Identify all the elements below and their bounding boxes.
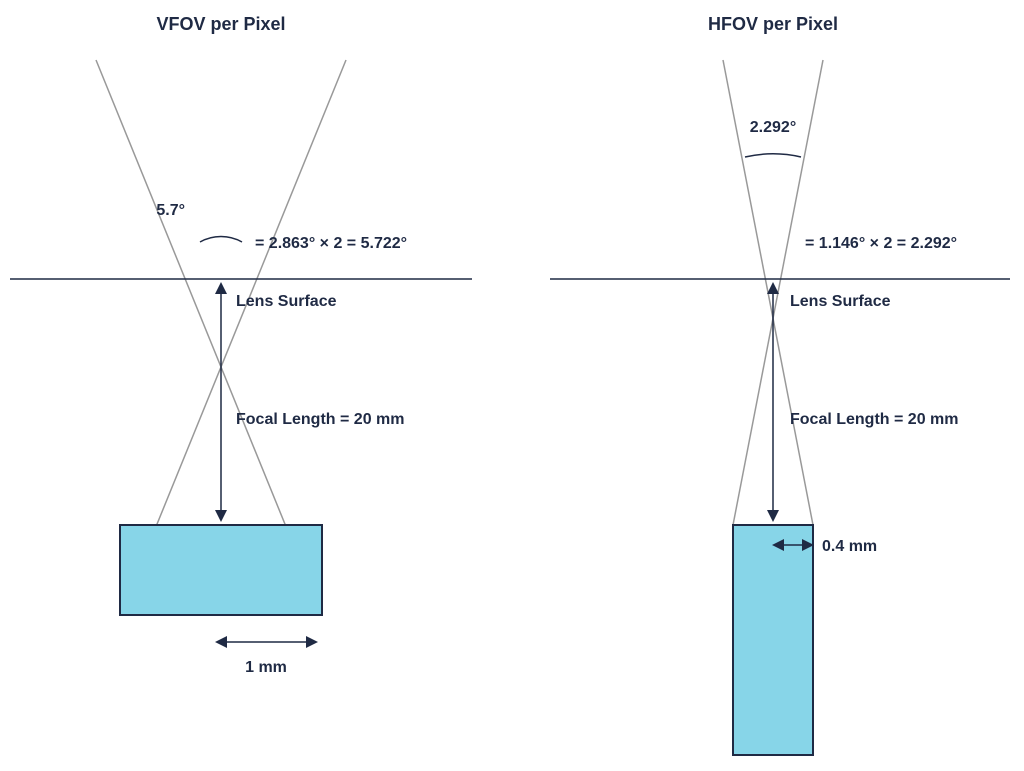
left-sensor-dim-label: 1 mm	[245, 659, 287, 676]
right-angle-label: 2.292°	[750, 119, 796, 136]
left-sensor	[120, 525, 322, 615]
right-sensor	[733, 525, 813, 755]
vfov-title: VFOV per Pixel	[156, 14, 285, 34]
right-focal-label: Focal Length = 20 mm	[790, 411, 958, 428]
left-angle-arc	[200, 237, 242, 242]
left-focal-label: Focal Length = 20 mm	[236, 411, 404, 428]
left-lens-label: Lens Surface	[236, 293, 337, 310]
left-equation: = 2.863° × 2 = 5.722°	[255, 235, 407, 252]
right-sensor-dim-label: 0.4 mm	[822, 538, 877, 555]
right-angle-arc	[745, 154, 801, 157]
right-equation: = 1.146° × 2 = 2.292°	[805, 235, 957, 252]
hfov-title: HFOV per Pixel	[708, 14, 838, 34]
left-angle-label: 5.7°	[156, 202, 185, 219]
right-lens-label: Lens Surface	[790, 293, 891, 310]
